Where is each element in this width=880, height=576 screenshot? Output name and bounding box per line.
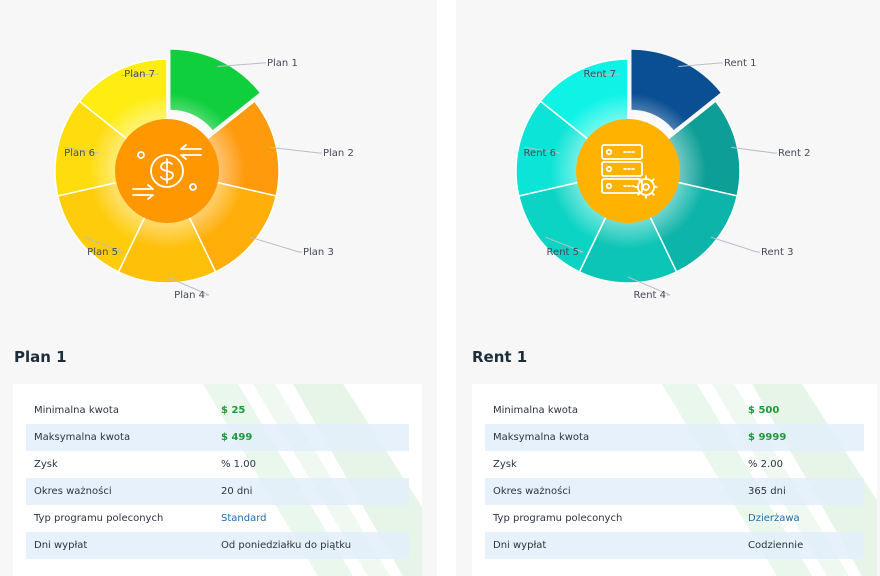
detail-label: Okres ważności: [493, 486, 571, 497]
detail-label: Maksymalna kwota: [34, 432, 131, 443]
detail-label: Dni wypłat: [493, 540, 547, 551]
detail-value: 365 dni: [748, 486, 786, 497]
rent-leader-line-1: [678, 62, 723, 67]
plan-details-card: Minimalna kwota $ 25 Maksymalna kwota $ 499…: [13, 384, 422, 576]
detail-label: Dni wypłat: [34, 540, 88, 551]
detail-row: Zysk % 1.00: [26, 451, 409, 478]
detail-label: Zysk: [493, 459, 517, 470]
detail-row: Zysk % 2.00: [485, 451, 864, 478]
plan-segment-label-4[interactable]: Plan 4: [174, 290, 205, 301]
detail-label: Minimalna kwota: [34, 405, 119, 416]
dollar-exchange-icon: [132, 144, 202, 200]
rent-details-table: Minimalna kwota $ 500 Maksymalna kwota $ 99…: [485, 397, 864, 559]
plan-leader-line-2: [270, 146, 322, 154]
detail-label: Zysk: [34, 459, 58, 470]
referral-program-link[interactable]: Standard: [221, 513, 267, 524]
plan-leader-line-7: [120, 73, 160, 76]
detail-row: Okres ważności 20 dni: [26, 478, 409, 505]
detail-value: $ 9999: [748, 432, 787, 443]
detail-row: Typ programu poleconych Standard: [26, 505, 409, 532]
rent-segment-label-4[interactable]: Rent 4: [634, 290, 666, 301]
rent-title: Rent 1: [472, 348, 528, 366]
plan-leader-line-1: [217, 62, 266, 67]
detail-value: 20 dni: [221, 486, 253, 497]
rent-segment-label-7[interactable]: Rent 7: [584, 69, 616, 80]
rent-leader-line-3: [710, 236, 760, 253]
plan-segment-label-2[interactable]: Plan 2: [323, 148, 354, 159]
detail-row: Dni wypłat Codziennie: [485, 532, 864, 559]
plan-segment-label-3[interactable]: Plan 3: [303, 247, 334, 258]
plan-segment-label-7[interactable]: Plan 7: [124, 69, 155, 80]
detail-value: Od poniedziałku do piątku: [221, 540, 352, 551]
detail-label: Okres ważności: [34, 486, 112, 497]
plan-leader-line-3: [249, 236, 302, 253]
plan-segment-label-1[interactable]: Plan 1: [267, 58, 298, 69]
rent-wheel-svg[interactable]: Rent 1 Rent 2 Rent 3 Rent 4 Rent 5 Rent 6 Rent…: [515, 48, 816, 318]
rent-panel: Rent 1 Rent 2 Rent 3 Rent 4 Rent 5 Rent 6 Rent…: [456, 0, 880, 576]
plan-details-table: Minimalna kwota $ 25 Maksymalna kwota $ 499…: [26, 397, 409, 559]
detail-row: Minimalna kwota $ 25: [26, 397, 409, 424]
rent-selector-wheel[interactable]: Rent 1 Rent 2 Rent 3 Rent 4 Rent 5 Rent 6 Rent…: [515, 48, 816, 318]
detail-value: $ 500: [748, 405, 780, 416]
plan-segment-label-6[interactable]: Plan 6: [64, 148, 95, 159]
plan-leader-line-5: [83, 236, 123, 253]
detail-row: Dni wypłat Od poniedziałku do piątku: [26, 532, 409, 559]
detail-value: $ 499: [221, 432, 253, 443]
detail-row: Typ programu poleconych Dzierżawa: [485, 505, 864, 532]
detail-value: $ 25: [221, 405, 246, 416]
detail-value: % 2.00: [748, 459, 783, 470]
rent-leader-line-4: [627, 276, 671, 296]
rent-segment-label-3[interactable]: Rent 3: [761, 247, 793, 258]
rent-segment-label-2[interactable]: Rent 2: [778, 148, 810, 159]
server-settings-icon: [601, 144, 658, 199]
detail-row: Maksymalna kwota $ 499: [26, 424, 409, 451]
plan-leader-line-4: [166, 276, 210, 296]
detail-label: Maksymalna kwota: [493, 432, 590, 443]
rent-leader-line-7: [581, 73, 621, 76]
plan-title: Plan 1: [14, 348, 67, 366]
detail-row: Okres ważności 365 dni: [485, 478, 864, 505]
detail-label: Typ programu poleconych: [493, 513, 623, 524]
rent-segment-label-1[interactable]: Rent 1: [724, 58, 756, 69]
panel-divider: [437, 0, 456, 576]
detail-label: Minimalna kwota: [493, 405, 578, 416]
rent-leader-line-5: [544, 236, 584, 253]
rent-segment-label-5[interactable]: Rent 5: [547, 247, 579, 258]
rent-segment-label-6[interactable]: Rent 6: [524, 148, 556, 159]
plan-wheel-svg[interactable]: Plan 1 Plan 2 Plan 3 Plan 4 Plan 5 Plan 6 Plan…: [54, 48, 355, 318]
rent-leader-line-2: [731, 146, 777, 154]
rent-details-card: Minimalna kwota $ 500 Maksymalna kwota $ 99…: [472, 384, 877, 576]
referral-program-link[interactable]: Dzierżawa: [748, 513, 800, 524]
plan-panel: Plan 1 Plan 2 Plan 3 Plan 4 Plan 5 Plan 6 Plan…: [0, 0, 437, 576]
rent-center-badge: [576, 119, 680, 223]
plan-selector-wheel[interactable]: Plan 1 Plan 2 Plan 3 Plan 4 Plan 5 Plan 6 Plan…: [54, 48, 355, 318]
detail-row: Maksymalna kwota $ 9999: [485, 424, 864, 451]
detail-value: % 1.00: [221, 459, 256, 470]
detail-row: Minimalna kwota $ 500: [485, 397, 864, 424]
plan-segment-label-5[interactable]: Plan 5: [87, 247, 118, 258]
detail-value: Codziennie: [748, 540, 804, 551]
detail-label: Typ programu poleconych: [34, 513, 164, 524]
